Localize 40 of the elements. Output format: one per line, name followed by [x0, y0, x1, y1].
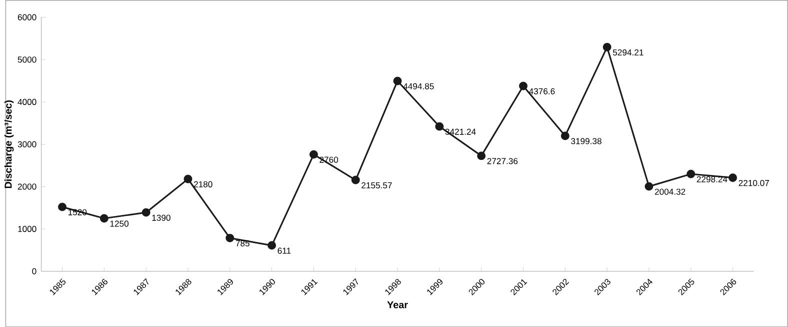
data-label: 1390: [152, 214, 170, 221]
data-label: 2155.57: [362, 182, 392, 188]
point: [686, 170, 696, 178]
data-label: 2298.24: [696, 176, 728, 182]
x-axis-title: Year: [387, 301, 408, 308]
point: [100, 214, 108, 222]
point: [602, 42, 612, 52]
point: [309, 150, 318, 159]
point: [519, 82, 528, 90]
data-label: 4376.6: [529, 88, 555, 94]
point: [477, 151, 486, 160]
data-label: 611: [278, 248, 291, 254]
point: [393, 76, 402, 86]
point: [435, 122, 444, 131]
y-tick-label: 3000: [18, 141, 36, 148]
y-tick-label: 5000: [18, 56, 36, 63]
point: [142, 208, 150, 217]
point: [226, 234, 234, 242]
data-label: 785: [236, 240, 250, 246]
y-tick-label: 0: [32, 268, 36, 274]
y-tick-label: 1000: [18, 226, 36, 232]
point: [560, 131, 570, 140]
point: [268, 241, 276, 250]
y-tick-label: 6000: [18, 14, 36, 20]
data-label: 3199.38: [571, 138, 602, 144]
data-label: 2727.36: [487, 158, 518, 164]
data-label: 5294.21: [612, 49, 644, 56]
y-axis-title: Discharge (m³/sec): [4, 100, 14, 188]
data-label: 2004.32: [654, 188, 686, 195]
data-label: 1250: [110, 220, 129, 227]
point: [58, 202, 66, 212]
y-tick-label: 2000: [18, 183, 36, 190]
data-label: 4494.85: [403, 83, 434, 90]
data-label: 2180: [194, 181, 212, 188]
point: [351, 176, 360, 184]
point: [184, 174, 192, 184]
point: [644, 182, 654, 191]
y-tick-label: 4000: [18, 98, 36, 105]
point: [728, 173, 738, 182]
data-label: 2210.07: [738, 180, 769, 186]
